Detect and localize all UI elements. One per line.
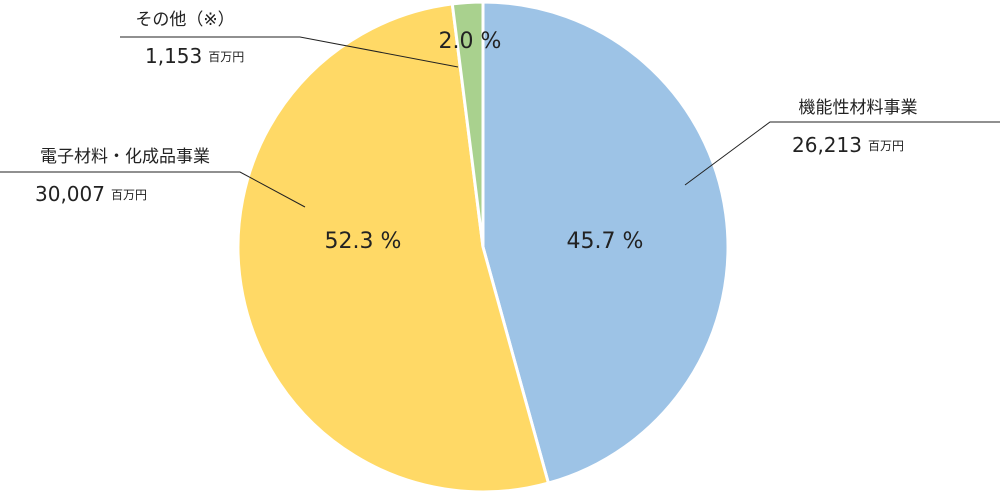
category-label: 電子材料・化成品事業 xyxy=(40,147,210,167)
pie xyxy=(236,0,730,494)
value-label: 52.3 % xyxy=(325,229,402,254)
amount-label: 1,153 百万円 xyxy=(145,44,244,68)
category-label: その他（※） xyxy=(135,10,234,30)
amount-label: 26,213 百万円 xyxy=(792,133,904,157)
leader-line xyxy=(0,171,306,208)
unit: 百万円 xyxy=(111,188,147,202)
value-label: 45.7 % xyxy=(567,229,644,254)
unit: 百万円 xyxy=(208,50,244,64)
pie-slice xyxy=(481,0,730,485)
amount: 1,153 xyxy=(145,44,202,68)
amount: 30,007 xyxy=(35,182,105,206)
leader-line xyxy=(684,121,1000,186)
value-label: 2.0 % xyxy=(439,29,502,54)
unit: 百万円 xyxy=(868,139,904,153)
amount-label: 30,007 百万円 xyxy=(35,182,147,206)
category-label: 機能性材料事業 xyxy=(799,98,918,118)
leader-line xyxy=(120,36,459,68)
pie-slice xyxy=(450,0,485,248)
amount: 26,213 xyxy=(792,133,862,157)
